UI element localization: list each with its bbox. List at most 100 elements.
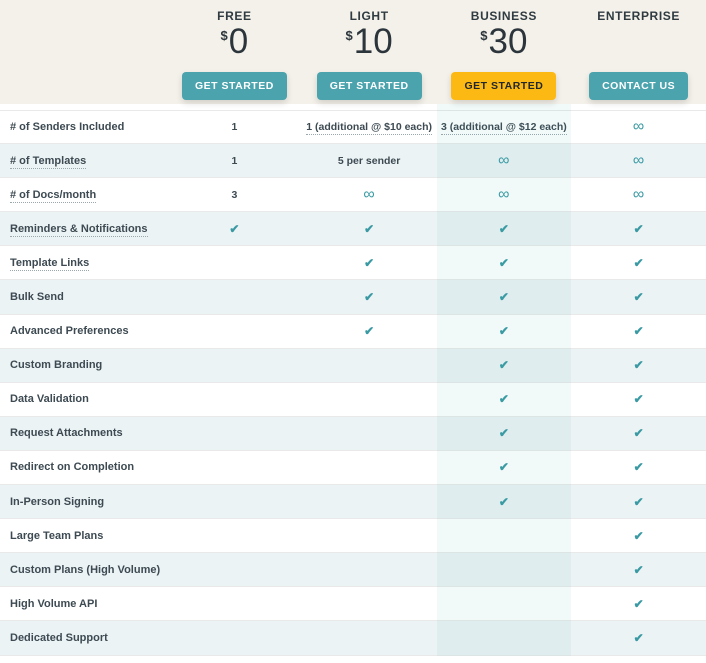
table-row: Template Links ✔ ✔ ✔ (0, 246, 706, 281)
feature-label: Redirect on Completion (10, 461, 135, 474)
feature-value-cell: ✔ (571, 460, 706, 474)
check-icon: ✔ (633, 630, 644, 645)
feature-value-cell: ✔ (437, 222, 572, 236)
price-amount: 10 (353, 22, 393, 61)
check-icon: ✔ (633, 426, 644, 441)
feature-column-spacer (0, 9, 167, 104)
check-icon: ✔ (364, 324, 375, 339)
price-amount: 30 (488, 22, 528, 61)
feature-table: # of Senders Included 1 1 (additional @ $… (0, 104, 706, 656)
plan-name: FREE (217, 9, 252, 23)
plan-name: ENTERPRISE (597, 9, 680, 23)
feature-value-cell: ∞ (571, 151, 706, 169)
check-icon: ✔ (633, 358, 644, 373)
feature-value-cell: ✔ (571, 529, 706, 543)
currency-symbol: $ (345, 28, 353, 43)
feature-value-cell: 1 (additional @ $10 each) (302, 121, 437, 136)
feature-value-cell: ∞ (571, 119, 706, 135)
feature-label: Custom Branding (10, 359, 103, 372)
feature-value-cell: ✔ (167, 222, 302, 236)
check-icon: ✔ (498, 426, 509, 441)
value-text: 5 per sender (337, 154, 401, 167)
plan-price: $30 (480, 22, 528, 70)
feature-value-cell: ∞ (437, 152, 572, 169)
feature-value-cell: ✔ (571, 358, 706, 372)
plan-name: BUSINESS (470, 9, 537, 23)
value-text: 3 (231, 188, 238, 201)
feature-label-tooltip[interactable]: Template Links (10, 256, 90, 271)
feature-value-cell: ✔ (437, 324, 572, 338)
check-icon: ✔ (633, 562, 644, 577)
feature-value-cell: ✔ (437, 256, 572, 270)
table-row: Large Team Plans ✔ (0, 519, 706, 554)
check-icon: ✔ (633, 460, 644, 475)
feature-value-cell: 1 (167, 121, 302, 133)
plan-column-business: BUSINESS $30 GET STARTED (437, 9, 572, 104)
feature-label-tooltip[interactable]: Reminders & Notifications (10, 222, 148, 237)
feature-value-cell: 3 (additional @ $12 each) (437, 121, 572, 136)
infinity-icon: ∞ (363, 185, 375, 203)
feature-value-cell: ✔ (571, 392, 706, 406)
value-text-tooltip[interactable]: 3 (additional @ $12 each) (440, 121, 567, 136)
currency-symbol: $ (220, 28, 228, 43)
feature-value-cell: 5 per sender (302, 155, 437, 167)
table-row: In-Person Signing ✔ ✔ (0, 485, 706, 520)
plan-column-free: FREE $0 GET STARTED (167, 9, 302, 104)
check-icon: ✔ (633, 255, 644, 270)
table-row: High Volume API ✔ (0, 587, 706, 622)
check-icon: ✔ (633, 596, 644, 611)
feature-value-cell: ✔ (437, 426, 572, 440)
feature-label: Request Attachments (10, 427, 123, 440)
feature-value-cell: ✔ (571, 324, 706, 338)
plan-price: $10 (345, 22, 393, 70)
feature-value-cell: ∞ (437, 186, 572, 203)
infinity-icon: ∞ (632, 118, 645, 136)
table-row: Custom Plans (High Volume) ✔ (0, 553, 706, 588)
check-icon: ✔ (229, 221, 240, 236)
feature-label: In-Person Signing (10, 495, 105, 508)
plan-name: LIGHT (349, 9, 389, 23)
check-icon: ✔ (633, 290, 644, 305)
feature-label: # of Senders Included (10, 121, 125, 134)
check-icon: ✔ (498, 460, 509, 475)
feature-value-cell: ✔ (437, 392, 572, 406)
value-text-tooltip[interactable]: 1 (additional @ $10 each) (306, 121, 433, 136)
feature-label-tooltip[interactable]: # of Docs/month (10, 188, 97, 203)
table-row: Custom Branding ✔ ✔ (0, 348, 706, 383)
infinity-icon: ∞ (632, 185, 645, 203)
feature-value-cell: ✔ (302, 324, 437, 338)
currency-symbol: $ (480, 28, 488, 43)
feature-value-cell: ✔ (437, 290, 572, 304)
check-icon: ✔ (498, 221, 509, 236)
contact-us-button[interactable]: CONTACT US (589, 72, 689, 100)
feature-value-cell: ✔ (571, 597, 706, 611)
feature-label-tooltip[interactable]: # of Templates (10, 154, 87, 169)
feature-label: High Volume API (10, 597, 98, 610)
infinity-icon: ∞ (632, 151, 645, 169)
get-started-button-business[interactable]: GET STARTED (451, 72, 557, 100)
feature-value-cell: ✔ (571, 563, 706, 577)
feature-value-cell: ∞ (571, 185, 706, 203)
table-row: Redirect on Completion ✔ ✔ (0, 450, 706, 486)
feature-value-cell: ✔ (571, 222, 706, 236)
feature-value-cell: ✔ (437, 495, 572, 509)
feature-value-cell: ✔ (302, 222, 437, 236)
check-icon: ✔ (364, 221, 375, 236)
feature-value-cell: ✔ (571, 495, 706, 509)
get-started-button-light[interactable]: GET STARTED (316, 72, 422, 100)
check-icon: ✔ (633, 324, 644, 339)
feature-label: Custom Plans (High Volume) (10, 563, 161, 576)
plan-price: $0 (220, 22, 249, 70)
price-amount: 0 (228, 22, 249, 61)
feature-value-cell: ∞ (302, 185, 437, 203)
feature-value-cell: ✔ (437, 460, 572, 474)
feature-label: Bulk Send (10, 291, 64, 304)
check-icon: ✔ (633, 494, 644, 509)
feature-value-cell: 1 (167, 155, 302, 167)
feature-value-cell: ✔ (302, 256, 437, 270)
get-started-button-free[interactable]: GET STARTED (181, 72, 287, 100)
table-row: # of Senders Included 1 1 (additional @ $… (0, 110, 706, 145)
plan-column-enterprise: ENTERPRISE CONTACT US (571, 9, 706, 104)
feature-value-cell: ✔ (571, 290, 706, 304)
